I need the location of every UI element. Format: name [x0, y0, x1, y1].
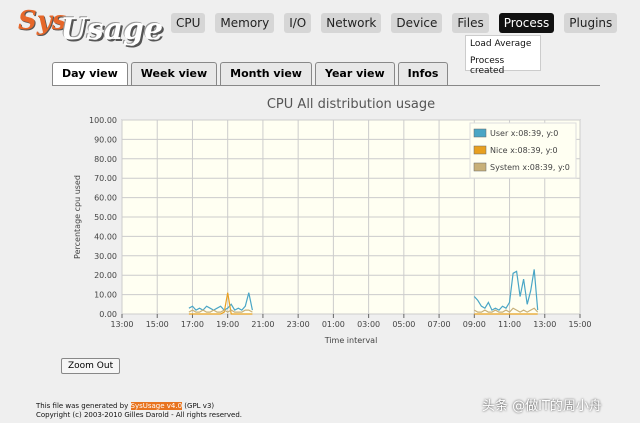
series-line — [188, 307, 539, 313]
x-tick-label: 07:00 — [428, 320, 451, 329]
x-tick-label: 01:00 — [322, 320, 345, 329]
chart: CPU All distribution usage 0.00 10.00 20.00… — [73, 97, 592, 345]
nav-bar: CPU Memory I/O Network Device Files Process Plu… — [171, 13, 618, 33]
series-line — [188, 292, 538, 315]
zoom-out-button[interactable]: Zoom Out — [61, 358, 121, 374]
y-tick-label: 80.00 — [94, 155, 117, 164]
legend-swatch — [473, 162, 487, 172]
dropdown-menu: Load Average Process created — [465, 35, 541, 76]
footer-link[interactable]: SysUsage v4.0 — [130, 402, 183, 410]
tab-bar: Day view Week view Month view Year view Info… — [52, 62, 449, 85]
nav-button[interactable]: Device — [391, 13, 443, 33]
footer-text: (GPL v3) — [184, 402, 215, 410]
y-tick-label: 50.00 — [94, 213, 117, 222]
nav-button[interactable]: Network — [321, 13, 382, 33]
nav-button[interactable]: I/O — [284, 13, 312, 33]
dropdown-item[interactable]: Load Average — [470, 39, 532, 49]
tab[interactable]: Day view — [52, 62, 128, 85]
x-tick-label: 19:00 — [216, 320, 239, 329]
legend-swatch — [473, 128, 487, 138]
legend-label: User x:08:39, y:0 — [490, 129, 558, 138]
x-tick-label: 23:00 — [287, 320, 310, 329]
x-axis-label: Time interval — [324, 336, 378, 345]
logo-part: Sys — [18, 6, 67, 36]
tab[interactable]: Week view — [130, 62, 218, 85]
x-tick-label: 05:00 — [392, 320, 415, 329]
legend-label: Nice x:08:39, y:0 — [490, 146, 558, 155]
y-tick-label: 10.00 — [94, 291, 117, 300]
y-tick-label: 90.00 — [94, 135, 117, 144]
series-line — [188, 269, 539, 311]
y-tick-label: 40.00 — [94, 232, 117, 241]
x-tick-label: 13:00 — [533, 320, 556, 329]
y-tick-label: 100.00 — [89, 116, 117, 125]
nav-button[interactable]: Files — [452, 13, 489, 33]
x-tick-label: 09:00 — [463, 320, 486, 329]
footer-line: This file was generated by SysUsage v4.0… — [36, 402, 242, 411]
x-tick-label: 15:00 — [568, 320, 591, 329]
footer-line: Copyright (c) 2003-2010 Gilles Darold - … — [36, 411, 243, 419]
footer: This file was generated by SysUsage v4.0… — [36, 402, 242, 420]
legend-label: System x:08:39, y:0 — [490, 163, 570, 172]
y-axis-label: Percentage cpu used — [73, 175, 82, 259]
nav-button[interactable]: Memory — [215, 13, 275, 33]
x-tick-label: 21:00 — [251, 320, 274, 329]
legend-swatch — [473, 145, 487, 155]
chart-title: CPU All distribution usage — [267, 97, 435, 112]
nav-button[interactable]: CPU — [171, 13, 206, 33]
footer-text: This file was generated by — [36, 402, 129, 410]
nav-button[interactable]: Process — [498, 13, 555, 33]
tab-rule — [52, 85, 600, 86]
logo-part: Usage — [60, 12, 164, 47]
tab[interactable]: Infos — [397, 62, 449, 85]
x-tick-label: 13:00 — [110, 320, 133, 329]
dropdown-item[interactable]: Process created — [470, 56, 505, 76]
y-tick-label: 30.00 — [94, 252, 117, 261]
x-tick-label: 15:00 — [146, 320, 169, 329]
y-tick-label: 60.00 — [94, 194, 117, 203]
x-tick-label: 11:00 — [498, 320, 521, 329]
x-tick-label: 03:00 — [357, 320, 380, 329]
tab[interactable]: Month view — [220, 62, 312, 85]
y-tick-label: 20.00 — [94, 271, 117, 280]
watermark: 头条 @做IT的周小舟 — [482, 399, 602, 414]
y-tick-label: 0.00 — [99, 310, 117, 319]
y-tick-label: 70.00 — [94, 174, 117, 183]
tab[interactable]: Year view — [314, 62, 395, 85]
x-tick-label: 17:00 — [181, 320, 204, 329]
nav-button[interactable]: Plugins — [564, 13, 618, 33]
legend-box — [469, 122, 577, 179]
logo: SysUsage — [18, 2, 169, 47]
